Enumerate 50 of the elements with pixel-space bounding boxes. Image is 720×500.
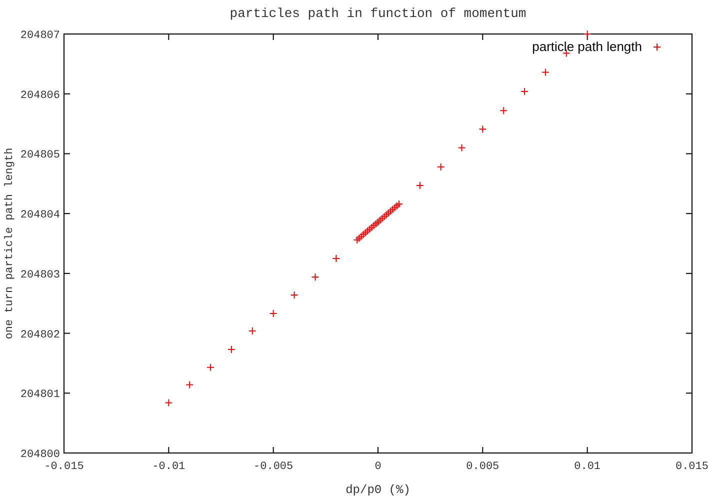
x-tick-label: -0.015 [44,461,84,473]
point [380,212,388,221]
point [478,125,487,134]
y-tick-label: 204805 [20,150,60,162]
point [368,223,376,232]
y-tick-label: 204802 [20,329,60,342]
x-tick-label: 0.01 [574,461,601,473]
point [332,254,340,262]
point [384,208,392,217]
point [364,226,372,235]
point [500,106,508,115]
y-tick-label: 204804 [20,210,60,222]
point [370,222,378,230]
point [458,144,466,152]
y-tick-label: 204800 [20,449,60,461]
y-tick-label: 204801 [20,389,60,402]
x-tick-label: 0.005 [466,461,500,473]
x-tick-label: -0.01 [152,461,186,473]
point [311,273,320,282]
y-axis-title: one turn particle path length [4,148,16,340]
point [386,207,395,216]
point [353,236,362,244]
point [394,200,403,208]
point [416,181,424,190]
y-tick-label: 204807 [20,30,60,42]
legend-label: particle path length [532,39,642,54]
point [186,380,194,389]
point [269,310,278,318]
point [436,162,445,171]
point [378,214,386,222]
point [290,290,298,299]
point [357,232,366,240]
point [541,68,550,76]
x-axis-title: dp/p0 (%) [346,483,410,497]
point [206,363,215,372]
y-tick-label: 204803 [20,269,60,282]
x-tick-label: -0.005 [254,461,294,473]
point [355,234,364,242]
y-tick-label: 204806 [20,90,60,102]
point [392,202,401,210]
x-tick-label: 0.015 [675,461,709,473]
point [164,398,173,407]
x-tick-label: 0 [374,461,382,473]
point [248,326,256,335]
point [361,228,370,237]
point [390,204,399,212]
point [520,87,529,96]
chart-title: particles path in function of momentum [230,6,526,21]
point [227,345,236,354]
point [583,30,592,38]
